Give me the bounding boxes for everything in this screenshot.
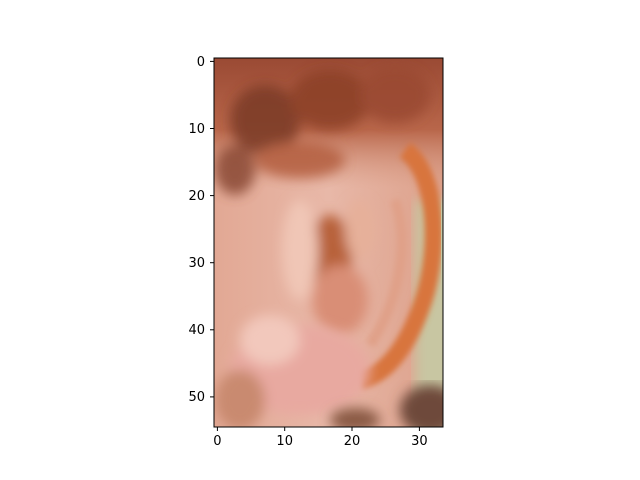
y-tick-label: 0 xyxy=(197,55,205,70)
x-tick-label: 20 xyxy=(344,434,361,449)
x-tick-label: 30 xyxy=(411,434,428,449)
y-axis: 0 10 20 30 40 50 xyxy=(188,55,214,405)
x-axis: 0 10 20 30 xyxy=(213,427,428,449)
ear-photo xyxy=(214,58,443,427)
axes-frame xyxy=(213,57,444,428)
x-tick-label: 10 xyxy=(276,434,293,449)
y-tick-label: 20 xyxy=(188,189,205,204)
y-tick-label: 50 xyxy=(188,390,205,405)
x-tick-label: 0 xyxy=(213,434,221,449)
y-tick-label: 10 xyxy=(188,122,205,137)
y-tick-label: 40 xyxy=(188,323,205,338)
y-tick-label: 30 xyxy=(188,256,205,271)
